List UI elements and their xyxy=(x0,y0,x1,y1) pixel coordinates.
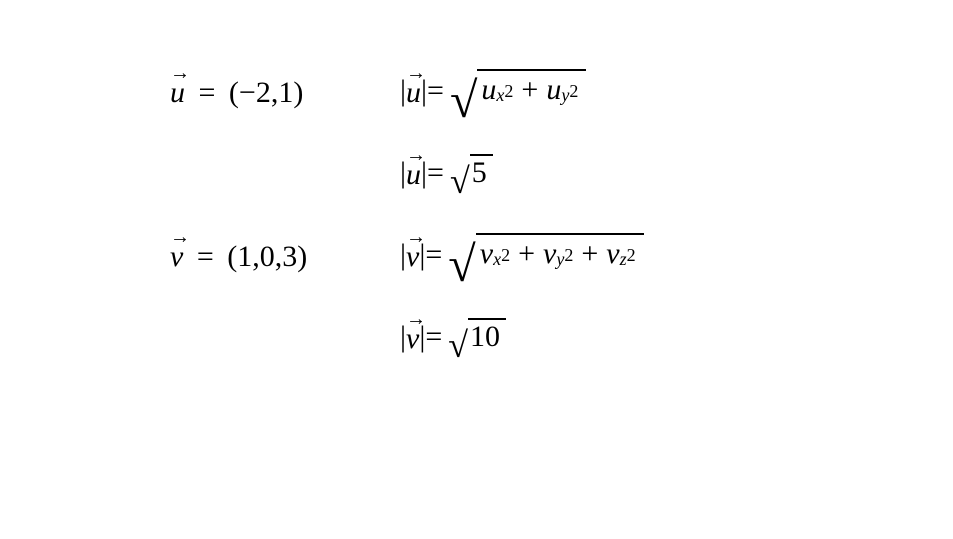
sqrt-expression: √ ux2 + uy2 xyxy=(450,70,586,112)
v-magnitude-formula: | → v | = √ vx2 + vy2 + vz2 xyxy=(400,234,644,276)
radical-icon: √ xyxy=(450,169,470,194)
radical-icon: √ xyxy=(448,333,468,358)
u-magnitude-value: | → u | = √ 5 xyxy=(400,154,493,192)
equation-row-4: | → v | = √ 10 xyxy=(170,318,953,356)
sqrt-expression: √ 5 xyxy=(450,155,493,191)
equation-row-2: | → u | = √ 5 xyxy=(170,154,953,192)
equals-sign: = xyxy=(197,240,214,273)
radicand: 5 xyxy=(470,154,493,190)
radicand: ux2 + uy2 xyxy=(477,69,586,111)
equals-sign: = xyxy=(425,320,442,354)
vector-v: → v xyxy=(170,236,183,274)
u-definition: → u = (−2,1) xyxy=(170,72,400,110)
radical-icon: √ xyxy=(448,247,475,282)
equation-row-1: → u = (−2,1) | → u | = √ ux2 + uy2 xyxy=(170,70,953,112)
sqrt-expression: √ vx2 + vy2 + vz2 xyxy=(448,234,643,276)
magnitude-bars: | → u | xyxy=(400,154,427,192)
equals-sign: = xyxy=(427,74,444,108)
magnitude-bars: | → u | xyxy=(400,72,427,110)
vector-v: → v xyxy=(406,318,419,356)
v-value: (1,0,3) xyxy=(227,240,307,273)
radical-icon: √ xyxy=(450,83,477,118)
v-magnitude-value: | → v | = √ 10 xyxy=(400,318,506,356)
vector-arrow: → xyxy=(170,226,190,249)
radicand: vx2 + vy2 + vz2 xyxy=(476,233,644,275)
magnitude-bars: | → v | xyxy=(400,318,425,356)
equals-sign: = xyxy=(199,76,216,109)
radicand: 10 xyxy=(468,318,506,354)
equals-sign: = xyxy=(427,156,444,190)
equals-sign: = xyxy=(425,238,442,272)
u-value: (−2,1) xyxy=(229,76,303,109)
math-content: → u = (−2,1) | → u | = √ ux2 + uy2 xyxy=(0,0,953,356)
equation-row-3: → v = (1,0,3) | → v | = √ vx2 + vy2 xyxy=(170,234,953,276)
vector-u: → u xyxy=(406,72,421,110)
v-definition: → v = (1,0,3) xyxy=(170,236,400,274)
u-magnitude-formula: | → u | = √ ux2 + uy2 xyxy=(400,70,586,112)
vector-v: → v xyxy=(406,236,419,274)
vector-u: → u xyxy=(406,154,421,192)
sqrt-expression: √ 10 xyxy=(448,319,506,355)
vector-arrow: → xyxy=(170,62,190,85)
magnitude-bars: | → v | xyxy=(400,236,425,274)
vector-u: → u xyxy=(170,72,185,110)
